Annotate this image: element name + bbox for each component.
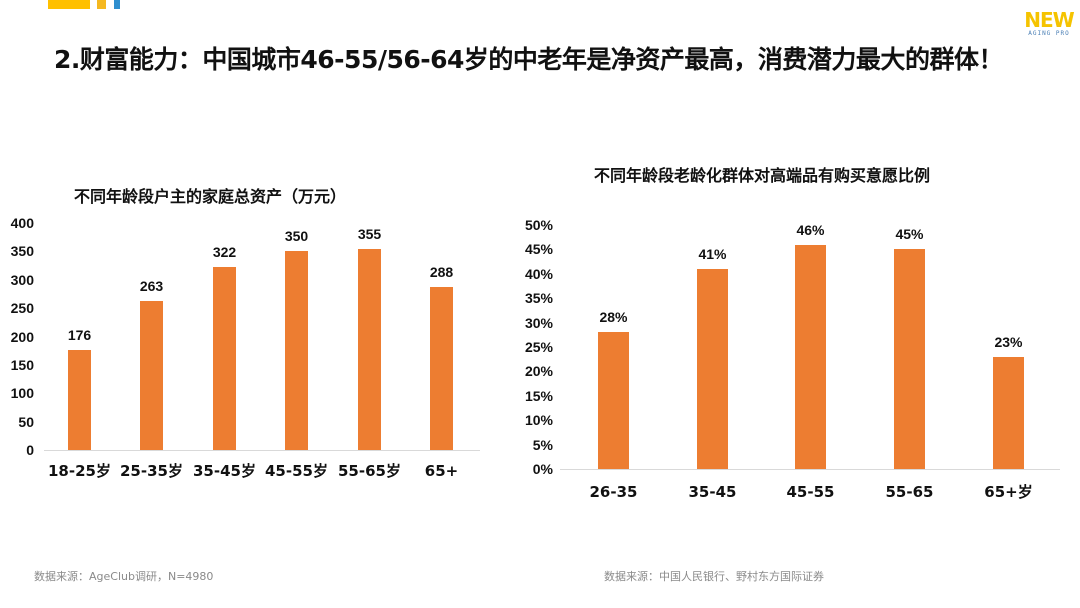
header-decor-gold	[97, 0, 106, 9]
x-tick-label: 55-65岁	[338, 462, 401, 480]
x-tick-label: 55-65	[885, 483, 934, 501]
bar-value-label: 355	[357, 225, 382, 242]
bar-value-label: 176	[67, 327, 92, 344]
brand-logo: NEW AGING PRO	[1024, 10, 1074, 38]
y-tick-label: 200	[10, 328, 34, 345]
y-tick-label: 10%	[524, 412, 553, 429]
y-tick-label: 50%	[524, 217, 553, 233]
y-tick-label: 20%	[524, 363, 553, 380]
x-tick-label: 35-45	[688, 483, 737, 501]
bar	[285, 251, 308, 450]
bar	[358, 248, 381, 450]
logo-text-main: NEW	[1024, 8, 1074, 32]
y-tick-label: 0	[26, 442, 34, 458]
y-tick-label: 35%	[524, 290, 553, 307]
header-decor-blue	[114, 0, 120, 9]
x-tick-label: 45-55岁	[265, 462, 328, 480]
logo-text-sub: AGING PRO	[1028, 30, 1070, 37]
y-tick-label: 250	[10, 300, 34, 317]
bar	[430, 286, 453, 450]
y-tick-label: 50	[18, 413, 34, 430]
y-tick-label: 400	[10, 215, 34, 231]
x-axis-line	[44, 450, 480, 451]
bar-value-label: 23%	[994, 333, 1023, 350]
bar-value-label: 45%	[895, 226, 924, 243]
bar	[68, 350, 91, 450]
page-title: 2.财富能力：中国城市46-55/56-64岁的中老年是净资产最高，消费潜力最大…	[54, 45, 1003, 74]
x-tick-label: 25-35岁	[120, 462, 183, 480]
y-tick-label: 30%	[524, 314, 553, 331]
bar	[697, 268, 728, 469]
bar	[140, 300, 163, 450]
x-tick-label: 26-35	[589, 483, 638, 501]
bar-value-label: 288	[429, 263, 454, 280]
x-tick-label: 18-25岁	[48, 462, 111, 480]
x-axis-line	[560, 469, 1060, 470]
chart-title: 不同年龄段老龄化群体对高端品有购买意愿比例	[594, 166, 931, 185]
x-tick-label: 45-55	[786, 483, 835, 501]
y-tick-label: 300	[10, 271, 34, 288]
y-tick-label: 45%	[524, 241, 553, 258]
bar-value-label: 41%	[698, 245, 727, 262]
bar-value-label: 28%	[599, 309, 628, 326]
y-tick-label: 15%	[524, 387, 553, 404]
bar	[894, 249, 925, 469]
header-decor-yellow	[48, 0, 90, 9]
y-tick-label: 25%	[524, 339, 553, 355]
y-tick-label: 350	[10, 243, 34, 260]
y-tick-label: 150	[10, 356, 34, 373]
bar	[598, 332, 629, 469]
bar-value-label: 350	[284, 228, 309, 245]
y-tick-label: 100	[10, 385, 34, 402]
x-tick-label: 65+	[424, 462, 459, 480]
x-tick-label: 35-45岁	[193, 462, 256, 480]
chart-title: 不同年龄段户主的家庭总资产（万元）	[74, 187, 347, 206]
bar-value-label: 46%	[796, 221, 825, 238]
bar-value-label: 263	[139, 277, 164, 294]
y-tick-label: 0%	[532, 461, 553, 477]
bar	[795, 244, 826, 469]
bar-value-label: 322	[212, 244, 237, 261]
data-source: 数据来源：中国人民银行、野村东方国际证券	[604, 570, 824, 583]
y-tick-label: 40%	[524, 265, 553, 282]
data-source: 数据来源：AgeClub调研，N=4980	[34, 570, 214, 583]
x-tick-label: 65+岁	[984, 483, 1033, 501]
bar	[213, 267, 236, 450]
bar	[993, 356, 1024, 469]
y-tick-label: 5%	[532, 436, 553, 453]
